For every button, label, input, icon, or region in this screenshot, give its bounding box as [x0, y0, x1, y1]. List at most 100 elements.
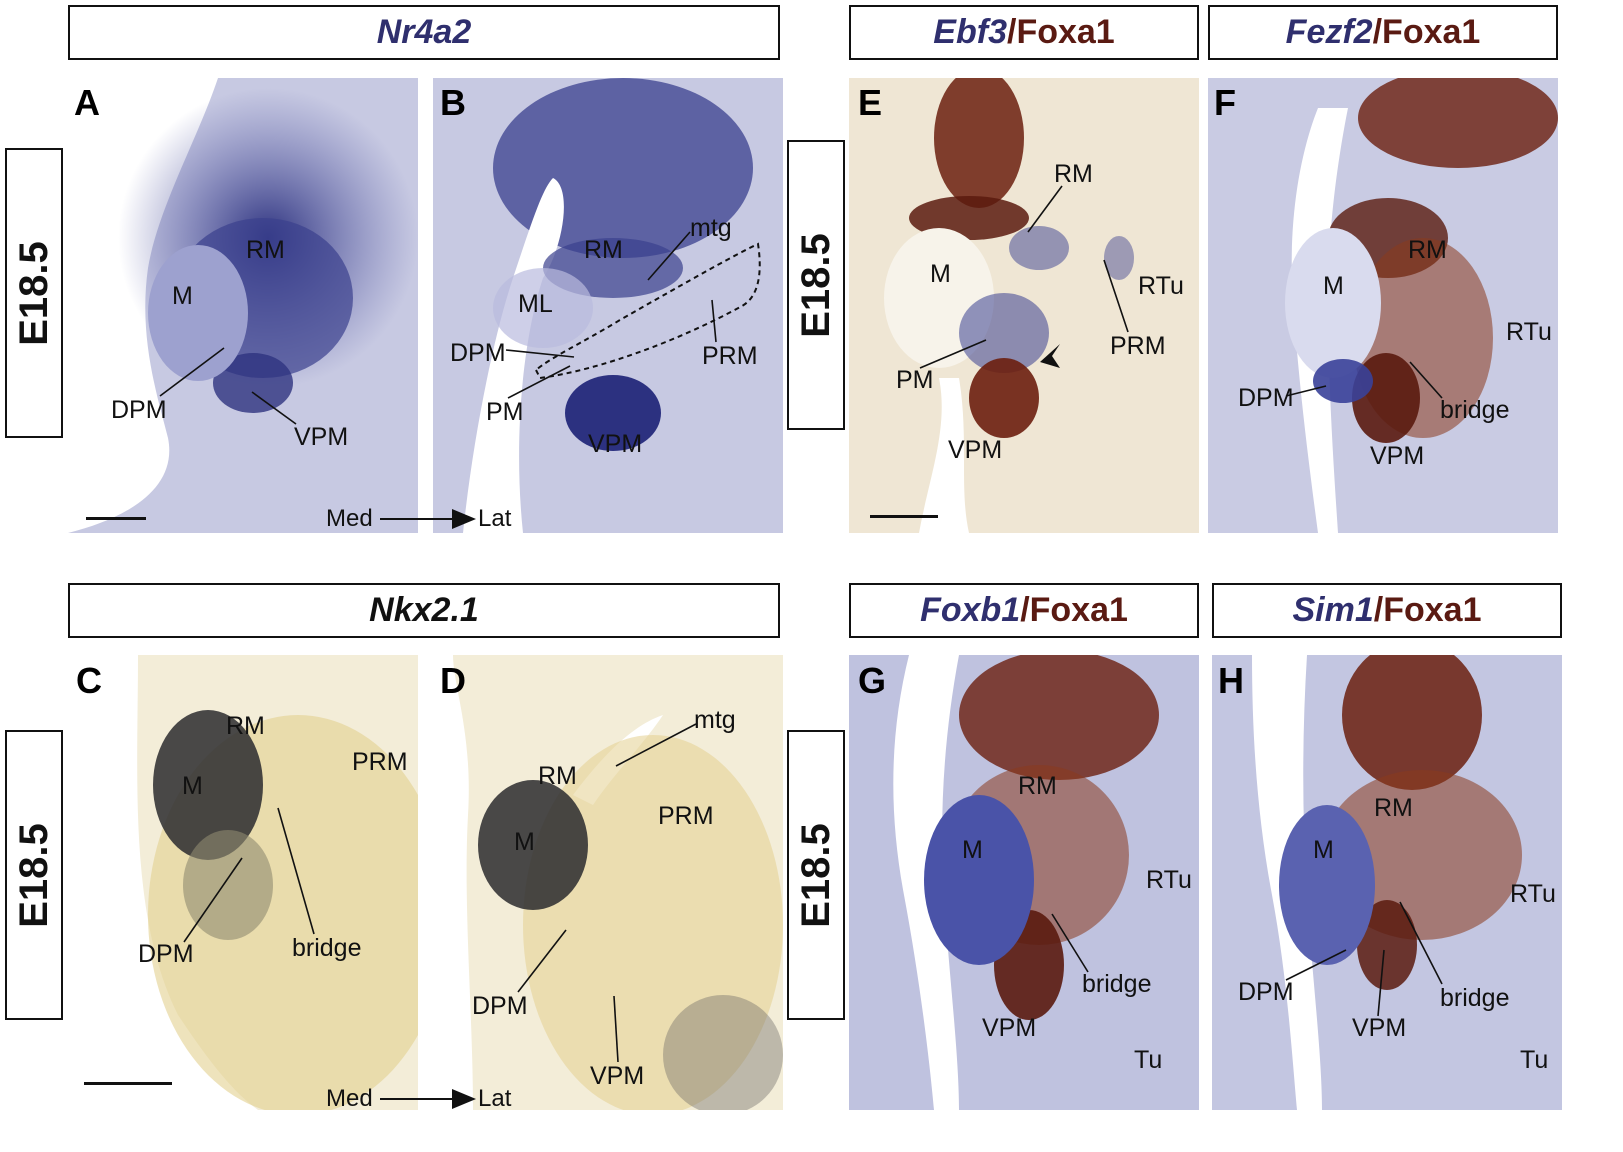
panel-d-image: [433, 655, 783, 1110]
region-tu-g: Tu: [1134, 1046, 1163, 1074]
panel-letter-d: D: [440, 660, 466, 701]
panel-d-tissue: [433, 655, 783, 1110]
region-m-f: M: [1323, 272, 1344, 300]
panel-e-image: [849, 78, 1199, 533]
scale-bar-c: [84, 1082, 172, 1085]
gene-foxa1: Foxa1: [1029, 591, 1128, 629]
gene-ebf3: Ebf3: [933, 13, 1007, 51]
region-m-c: M: [182, 772, 203, 800]
panel-f-image: [1208, 78, 1558, 533]
region-bridge-h: bridge: [1440, 984, 1510, 1012]
stage-label-bottom-right: E18.5: [787, 730, 845, 1020]
region-dpm-b: DPM: [450, 339, 506, 367]
region-rm-a: RM: [246, 236, 285, 264]
panel-f-tissue: [1285, 78, 1558, 533]
region-dpm-d: DPM: [472, 992, 528, 1020]
slash: /: [1006, 13, 1017, 51]
panel-g-image: [849, 655, 1199, 1110]
region-bridge-g: bridge: [1082, 970, 1152, 998]
region-vpm-a: VPM: [294, 423, 349, 451]
region-vpm-e: VPM: [948, 436, 1003, 464]
gene-sim1: Sim1: [1292, 591, 1374, 629]
panel-letter-c: C: [76, 660, 102, 701]
region-dpm-a: DPM: [111, 396, 167, 424]
region-m-h: M: [1313, 836, 1334, 864]
gene-foxa1: Foxa1: [1383, 591, 1482, 629]
region-pm-e: PM: [896, 366, 934, 394]
gene-nkx21: Nkx2.1: [369, 591, 479, 629]
panel-e-tissue: [884, 78, 1134, 533]
region-vpm-d: VPM: [590, 1062, 645, 1090]
region-rm-e: RM: [1054, 160, 1093, 188]
header-fezf2-foxa1: Fezf2/Foxa1: [1208, 5, 1558, 60]
region-dpm-h: DPM: [1238, 978, 1294, 1006]
region-pm-b: PM: [486, 398, 524, 426]
panel-letter-e: E: [858, 82, 883, 123]
region-prm-b: PRM: [702, 342, 758, 370]
slash: /: [1020, 591, 1030, 629]
region-rtu-g: RTu: [1146, 866, 1192, 894]
region-m-a: M: [172, 282, 193, 310]
region-rm-h: RM: [1374, 794, 1413, 822]
region-mtg-d: mtg: [694, 706, 736, 734]
panel-a-image: [68, 78, 418, 533]
panel-c-image: [68, 655, 418, 1110]
gene-foxa1: Foxa1: [1382, 13, 1481, 51]
region-m-e: M: [930, 260, 951, 288]
axis-med-top: Med: [326, 505, 373, 532]
region-rm-b: RM: [584, 236, 623, 264]
axis-med-bottom: Med: [326, 1085, 373, 1112]
panel-letter-b: B: [440, 82, 466, 123]
region-tu-h: Tu: [1520, 1046, 1549, 1074]
region-ml-b: ML: [518, 290, 553, 318]
axis-lat-top: Lat: [478, 505, 512, 532]
panel-h-image: [1212, 655, 1562, 1110]
region-vpm-f: VPM: [1370, 442, 1425, 470]
gene-foxa1: Foxa1: [1016, 13, 1115, 51]
region-m-g: M: [962, 836, 983, 864]
region-rtu-f: RTu: [1506, 318, 1552, 346]
stage-label-top-right: E18.5: [787, 140, 845, 430]
slash: /: [1373, 591, 1384, 629]
panel-b-tissue: [463, 78, 753, 533]
stage-label-top-left: E18.5: [5, 148, 63, 438]
region-m-d: M: [514, 828, 535, 856]
gene-nr4a2: Nr4a2: [376, 13, 472, 51]
region-vpm-h: VPM: [1352, 1014, 1407, 1042]
header-foxb1-foxa1: Foxb1/Foxa1: [849, 583, 1199, 638]
region-dpm-f: DPM: [1238, 384, 1294, 412]
panel-b-image: [433, 78, 783, 533]
stage-label-bottom-left: E18.5: [5, 730, 63, 1020]
scale-bar-e: [870, 515, 938, 518]
region-prm-d: PRM: [658, 802, 714, 830]
region-vpm-b: VPM: [588, 430, 643, 458]
panel-g-tissue: [893, 655, 1159, 1110]
gene-fezf2: Fezf2: [1285, 13, 1373, 51]
panel-letter-h: H: [1218, 660, 1244, 701]
header-nkx21: Nkx2.1: [68, 583, 780, 638]
gene-foxb1: Foxb1: [920, 591, 1021, 629]
region-vpm-g: VPM: [982, 1014, 1037, 1042]
axis-lat-bottom: Lat: [478, 1085, 512, 1112]
region-dpm-c: DPM: [138, 940, 194, 968]
region-rm-f: RM: [1408, 236, 1447, 264]
scale-bar-a: [86, 517, 146, 520]
region-rtu-h: RTu: [1510, 880, 1556, 908]
region-prm-c: PRM: [352, 748, 408, 776]
region-rm-d: RM: [538, 762, 577, 790]
region-prm-e: PRM: [1110, 332, 1166, 360]
region-bridge-f: bridge: [1440, 396, 1510, 424]
panel-letter-g: G: [858, 660, 887, 701]
region-rm-c: RM: [226, 712, 265, 740]
region-mtg-b: mtg: [690, 214, 732, 242]
region-rm-g: RM: [1018, 772, 1057, 800]
region-bridge-c: bridge: [292, 934, 362, 962]
header-ebf3-foxa1: Ebf3/Foxa1: [849, 5, 1199, 60]
slash: /: [1372, 13, 1383, 51]
panel-h-tissue: [1252, 655, 1522, 1110]
header-nr4a2: Nr4a2: [68, 5, 780, 60]
panel-letter-f: F: [1214, 82, 1236, 123]
panel-letter-a: A: [74, 82, 100, 123]
panel-a-tissue: [68, 78, 418, 533]
header-sim1-foxa1: Sim1/Foxa1: [1212, 583, 1562, 638]
